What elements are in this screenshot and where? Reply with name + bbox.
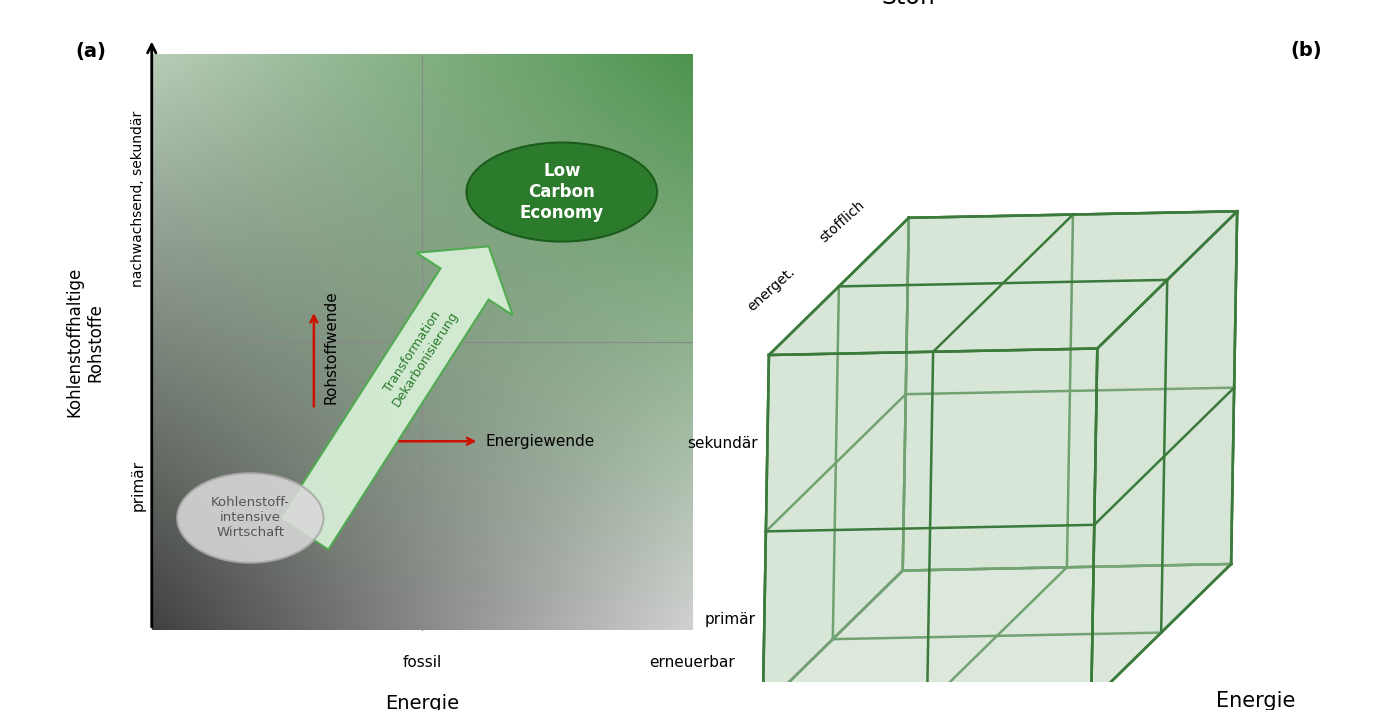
Polygon shape <box>768 212 1237 355</box>
Text: Energie: Energie <box>1216 692 1295 710</box>
Text: energet.: energet. <box>745 265 797 314</box>
Polygon shape <box>1092 212 1237 701</box>
Ellipse shape <box>466 143 658 241</box>
Polygon shape <box>281 246 513 550</box>
Text: (a): (a) <box>76 42 106 61</box>
Text: nachwachsend, sekundär: nachwachsend, sekundär <box>131 110 145 287</box>
Text: stofflich: stofflich <box>817 198 868 246</box>
Polygon shape <box>763 564 1231 708</box>
Text: Low
Carbon
Economy: Low Carbon Economy <box>520 163 604 222</box>
Polygon shape <box>763 349 1097 708</box>
Ellipse shape <box>177 473 323 562</box>
Polygon shape <box>763 218 909 708</box>
Text: erneuerbar: erneuerbar <box>650 655 735 670</box>
Text: Kohlenstoffhaltige
Rohstoffe: Kohlenstoffhaltige Rohstoffe <box>65 267 105 417</box>
Text: (b): (b) <box>1291 41 1323 60</box>
Text: Rohstoffwende: Rohstoffwende <box>323 290 339 404</box>
Text: sekundär: sekundär <box>688 436 759 451</box>
Text: primär: primär <box>130 461 145 511</box>
Text: fossil: fossil <box>402 655 442 670</box>
Text: Energie: Energie <box>384 694 459 710</box>
Text: Transformation
Dekarbonisierung: Transformation Dekarbonisierung <box>377 301 460 410</box>
Polygon shape <box>902 212 1237 571</box>
Text: primär: primär <box>705 612 755 627</box>
Text: Kohlenstoff-
intensive
Wirtschaft: Kohlenstoff- intensive Wirtschaft <box>211 496 290 540</box>
Text: Energiewende: Energiewende <box>485 434 594 449</box>
Text: Stoff: Stoff <box>882 0 937 9</box>
